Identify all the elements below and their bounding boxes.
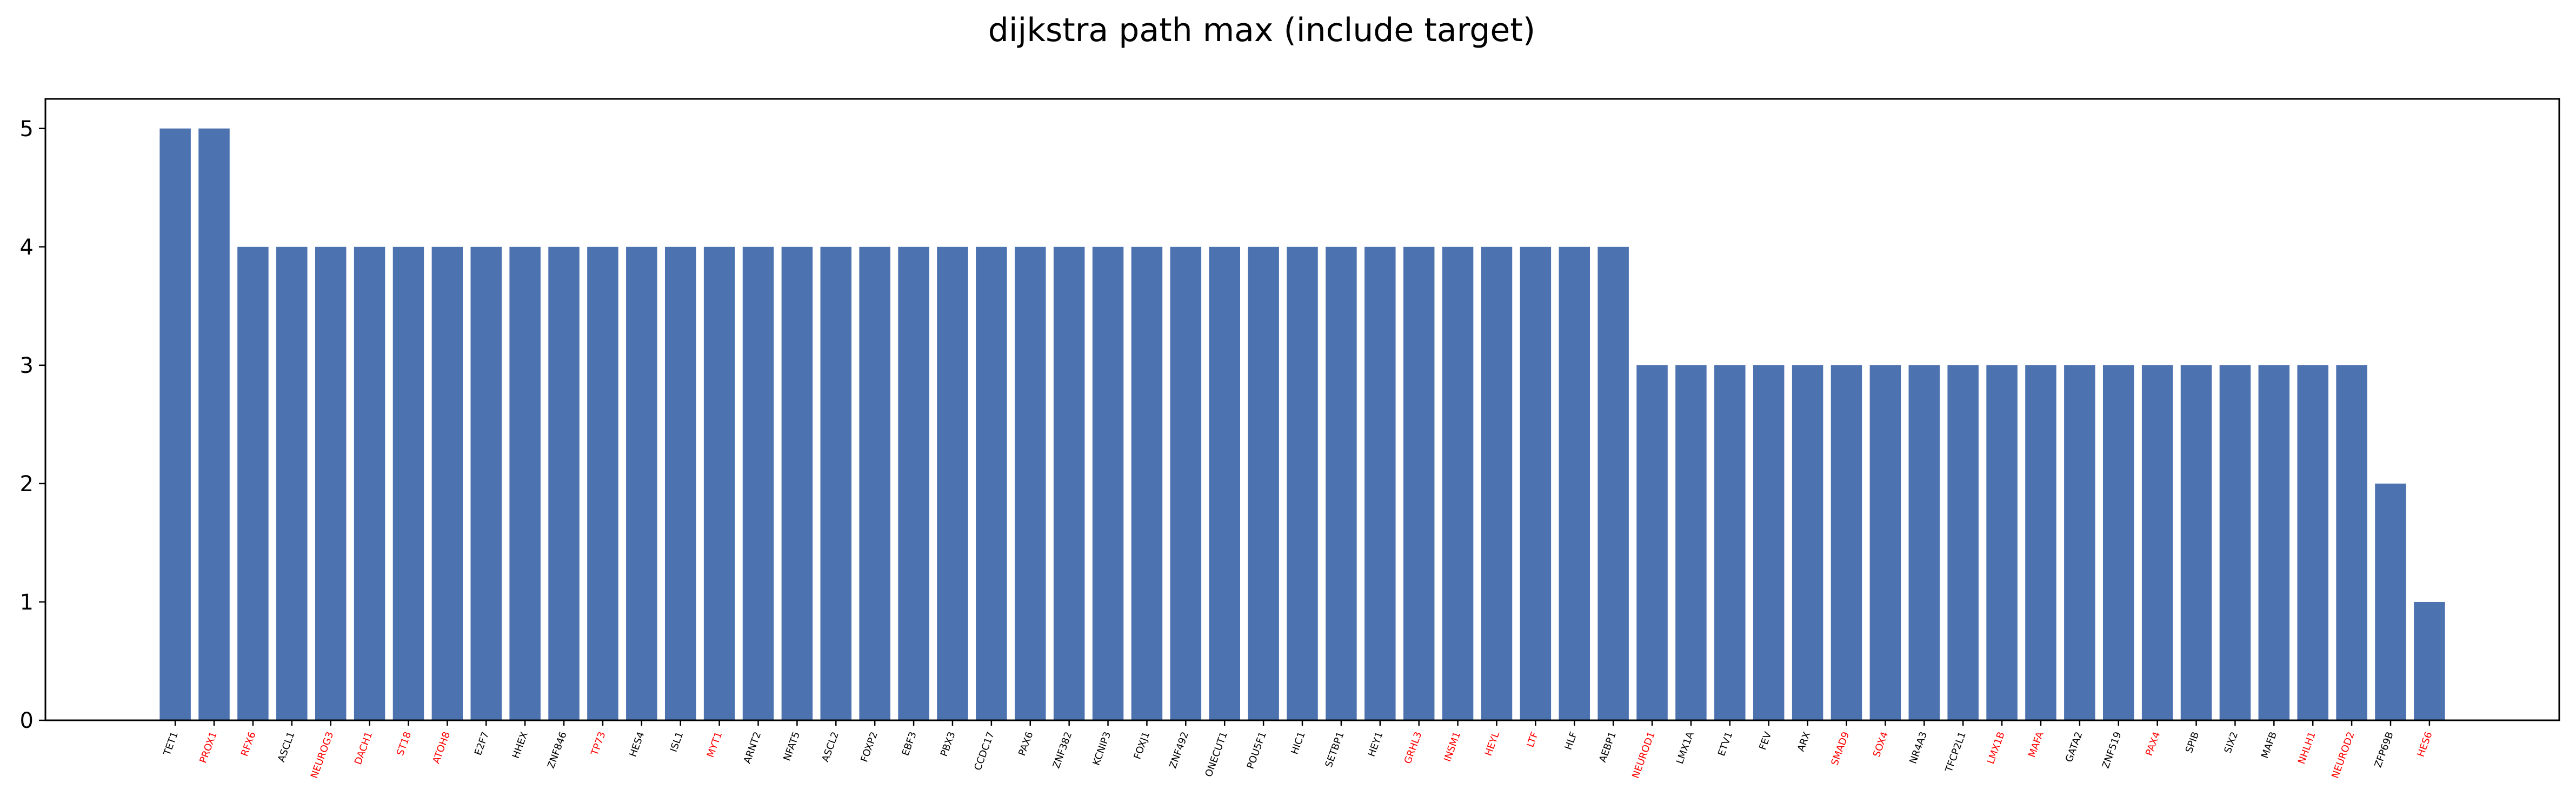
bar-rfx6 (237, 246, 269, 720)
bar-smad9 (1831, 365, 1862, 720)
bar-tp73 (587, 246, 618, 720)
bar-ascl1 (276, 246, 308, 720)
bar-neurog3 (315, 246, 347, 720)
bar-ebf3 (898, 246, 929, 720)
bar-setbp1 (1326, 246, 1357, 720)
bar-fev (1753, 365, 1785, 720)
bars-layer (159, 128, 2445, 720)
bar-nfat5 (781, 246, 813, 720)
bar-ascl2 (820, 246, 852, 720)
bar-onecut1 (1209, 246, 1240, 720)
bar-zfp69b (2375, 483, 2406, 720)
bar-hes4 (626, 246, 657, 720)
bar-hes6 (2414, 601, 2445, 720)
bar-mafa (2025, 365, 2056, 720)
bar-myt1 (703, 246, 735, 720)
bar-pou5f1 (1248, 246, 1279, 720)
bar-kcnip3 (1092, 246, 1124, 720)
bar-hey1 (1364, 246, 1396, 720)
bar-pbx3 (937, 246, 968, 720)
bar-ltf (1520, 246, 1552, 720)
bar-ccdc17 (976, 246, 1007, 720)
bar-arx (1792, 365, 1823, 720)
ytick-label: 2 (20, 472, 34, 497)
bar-lmx1b (1986, 365, 2018, 720)
bar-atoh8 (431, 246, 463, 720)
ytick-label: 1 (20, 590, 34, 615)
ytick-label: 3 (20, 353, 34, 378)
bar-hic1 (1287, 246, 1318, 720)
bar-pax6 (1015, 246, 1046, 720)
bar-lmx1a (1675, 365, 1707, 720)
bar-prox1 (198, 128, 230, 720)
bar-neurod1 (1636, 365, 1668, 720)
bar-gata2 (2064, 365, 2095, 720)
bar-nhlh1 (2297, 365, 2328, 720)
chart-title: dijkstra path max (include target) (988, 11, 1535, 49)
bar-six2 (2219, 365, 2251, 720)
bar-znf492 (1170, 246, 1202, 720)
bar-sox4 (1869, 365, 1901, 720)
bar-st18 (392, 246, 424, 720)
bar-aebp1 (1597, 246, 1629, 720)
bar-znf519 (2102, 365, 2134, 720)
bar-heyl (1481, 246, 1513, 720)
y-axis: 0 1 2 3 4 5 (20, 117, 45, 733)
bar-foxp2 (859, 246, 890, 720)
bar-hlf (1559, 246, 1590, 720)
bar-pax4 (2141, 365, 2173, 720)
bar-arnt2 (742, 246, 774, 720)
bar-foxj1 (1131, 246, 1163, 720)
bar-spib (2180, 365, 2212, 720)
bar-neurod2 (2336, 365, 2367, 720)
bar-e2f7 (470, 246, 502, 720)
bar-dach1 (354, 246, 385, 720)
bar-insm1 (1442, 246, 1474, 720)
bar-znf846 (548, 246, 580, 720)
bar-nr4a3 (1908, 365, 1940, 720)
bar-tfcp2l1 (1947, 365, 1979, 720)
bar-isl1 (664, 246, 696, 720)
bar-tet1 (159, 128, 191, 720)
ytick-label: 5 (20, 117, 34, 142)
bar-etv1 (1714, 365, 1746, 720)
ytick-label: 4 (20, 235, 34, 260)
bar-grhl3 (1403, 246, 1435, 720)
bar-hhex (509, 246, 541, 720)
bar-znf382 (1053, 246, 1085, 720)
bar-mafb (2258, 365, 2290, 720)
ytick-label: 0 (20, 708, 34, 733)
plot-frame (44, 98, 2560, 721)
